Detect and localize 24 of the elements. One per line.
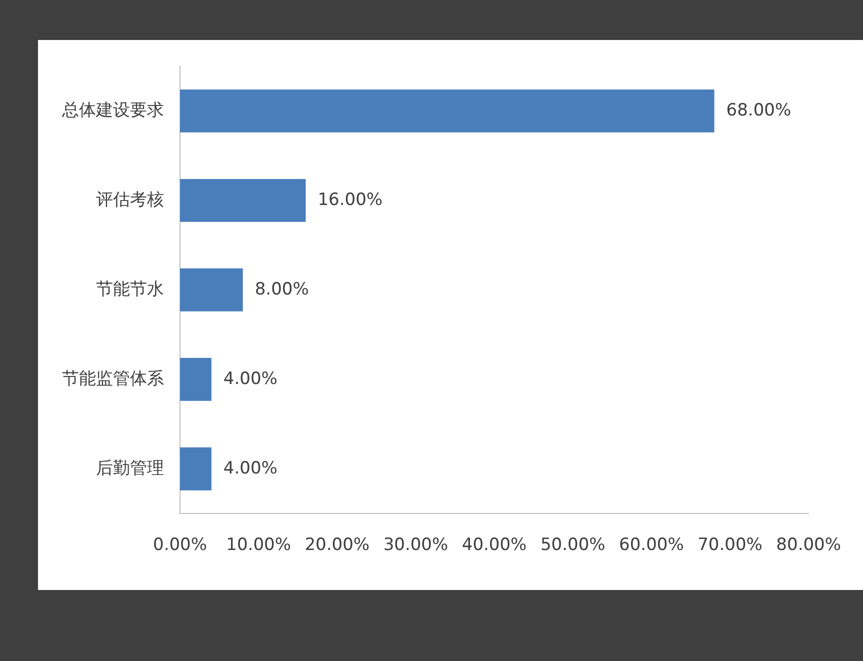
y-tick-label: 节能节水: [96, 279, 164, 300]
x-tick-label: 50.00%: [540, 535, 606, 556]
x-tick-label: 10.00%: [226, 535, 291, 556]
x-tick-label: 0.00%: [152, 535, 208, 556]
x-tick-label: 60.00%: [619, 535, 684, 556]
x-tick-label: 30.00%: [383, 535, 448, 556]
y-tick-label: 后勤管理: [96, 458, 164, 478]
data-label: 4.00%: [223, 368, 278, 389]
bar: [180, 89, 714, 132]
bar: [180, 358, 212, 401]
data-label: 8.00%: [254, 279, 309, 300]
data-label: 16.00%: [318, 190, 383, 210]
bar: [180, 447, 212, 490]
x-tick-label: 80.00%: [776, 535, 842, 556]
bar: [180, 178, 306, 222]
bar: [180, 268, 243, 312]
x-tick-label: 70.00%: [698, 535, 762, 556]
x-tick-label: 40.00%: [462, 535, 527, 556]
x-tick-label: 20.00%: [304, 535, 370, 556]
data-label: 68.00%: [726, 100, 792, 120]
y-tick-label: 节能监管体系: [62, 368, 164, 389]
y-tick-label: 评估考核: [96, 190, 164, 210]
data-label: 4.00%: [223, 458, 278, 478]
y-tick-label: 总体建设要求: [61, 100, 164, 120]
